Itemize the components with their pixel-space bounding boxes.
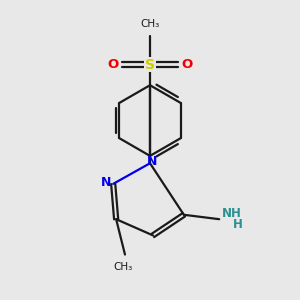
- Text: O: O: [107, 58, 118, 71]
- Text: H: H: [232, 218, 242, 231]
- Text: S: S: [145, 58, 155, 72]
- Text: CH₃: CH₃: [114, 262, 133, 272]
- Text: CH₃: CH₃: [140, 19, 160, 29]
- Text: N: N: [100, 176, 111, 190]
- Text: O: O: [182, 58, 193, 71]
- Text: N: N: [147, 155, 158, 168]
- Text: NH: NH: [221, 207, 242, 220]
